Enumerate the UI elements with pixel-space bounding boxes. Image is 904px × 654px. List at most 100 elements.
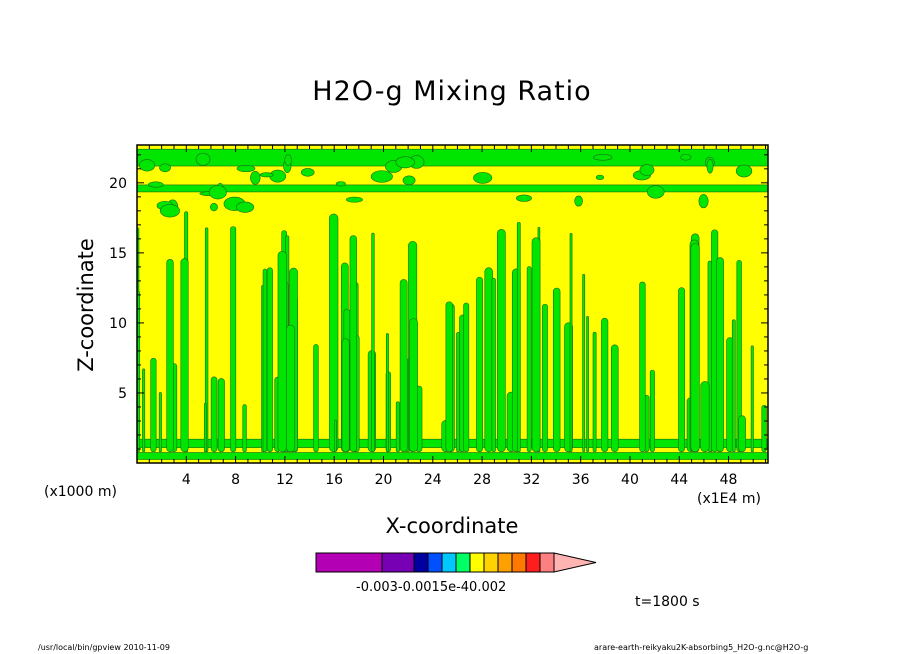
- contour-blob: [300, 168, 315, 177]
- colorbar: -0.003-0.0015e-40.002: [315, 552, 597, 595]
- colorbar-cell: [315, 552, 383, 573]
- contour-blob: [346, 196, 363, 203]
- contour-streak: [569, 233, 573, 453]
- contour-streak: [266, 267, 273, 453]
- x-tick-label: 4: [182, 472, 191, 488]
- contour-band: [137, 184, 768, 193]
- colorbar-cell: [525, 552, 541, 573]
- contour-streak: [277, 250, 287, 453]
- x-tick-label: 44: [670, 472, 688, 488]
- contour-streak: [262, 268, 268, 453]
- colorbar-cell: [381, 552, 415, 573]
- contour-streak: [408, 318, 418, 453]
- chart-title: H2O-g Mixing Ratio: [312, 76, 592, 107]
- x-unit-label: (x1000 m): [44, 484, 117, 500]
- contour-streak: [601, 317, 609, 453]
- x-factor-label: (x1E4 m): [697, 491, 761, 507]
- contour-streak: [639, 281, 646, 453]
- contour-streak: [204, 402, 207, 453]
- contour-blob: [208, 185, 227, 200]
- colorbar-cell: [441, 552, 457, 573]
- colorbar-cell: [497, 552, 513, 573]
- contour-streak: [592, 331, 597, 453]
- colorbar-cell: [539, 552, 555, 573]
- x-tick-label: 20: [375, 472, 393, 488]
- contour-blob: [395, 156, 415, 169]
- contour-blob: [698, 194, 709, 209]
- contour-streak: [456, 332, 460, 453]
- contour-band: [137, 148, 768, 167]
- contour-blob: [259, 172, 274, 178]
- contour-blob: [236, 164, 256, 173]
- contour-streak: [552, 287, 561, 453]
- contour-blob: [735, 164, 753, 178]
- contour-streak: [395, 401, 400, 453]
- contour-blob: [335, 181, 346, 187]
- contour-streak: [542, 303, 548, 453]
- contour-blob: [595, 174, 605, 180]
- contour-blob: [284, 154, 292, 166]
- contour-streak: [491, 277, 496, 453]
- contour-blob: [646, 185, 665, 199]
- contour-streak: [716, 257, 724, 453]
- contour-blob: [148, 181, 164, 188]
- y-axis-label: Z-coordinate: [74, 238, 98, 372]
- contour-streak: [204, 227, 209, 453]
- contour-streak: [150, 357, 157, 453]
- x-tick-label: 12: [276, 472, 294, 488]
- contour-blob: [680, 153, 692, 161]
- contour-blob: [516, 194, 532, 202]
- y-tick-label: 20: [109, 176, 127, 192]
- x-tick-label: 36: [572, 472, 590, 488]
- x-tick-label: 28: [473, 472, 491, 488]
- contour-blob: [235, 201, 255, 213]
- contour-blob: [159, 204, 180, 218]
- contour-streak: [476, 276, 483, 453]
- contour-streak: [371, 232, 375, 453]
- colorbar-cell: [413, 552, 429, 573]
- x-axis-label: X-coordinate: [385, 514, 519, 538]
- y-axis: 5 10 15 20: [109, 154, 768, 450]
- x-tick-label: 24: [424, 472, 442, 488]
- colorbar-labels: -0.003-0.0015e-40.002: [356, 580, 506, 595]
- contour-streak: [582, 273, 586, 453]
- contour-streak: [526, 266, 532, 453]
- contour-streak: [678, 287, 685, 453]
- contour-streak: [166, 258, 174, 453]
- contour-streak: [700, 381, 710, 453]
- contour-streak: [497, 229, 506, 453]
- contour-streak: [463, 302, 470, 453]
- contour-streak: [690, 243, 700, 453]
- contour-streak: [399, 279, 408, 453]
- colorbar-cell: [455, 552, 471, 573]
- x-tick-label: 40: [621, 472, 639, 488]
- contour-streak: [313, 344, 319, 453]
- contour-blob: [593, 153, 613, 161]
- contour-streak: [285, 324, 296, 453]
- contour-streak: [738, 415, 746, 453]
- contour-streak: [516, 221, 521, 453]
- contour-blob: [195, 152, 211, 166]
- contour-streak: [142, 368, 146, 453]
- contour-band: [137, 452, 768, 460]
- contour-streak: [217, 378, 225, 453]
- contour-streak: [349, 235, 357, 453]
- contour-blob: [370, 170, 393, 183]
- contour-streak: [484, 267, 493, 453]
- contour-streak: [750, 345, 754, 453]
- contour-blob: [574, 195, 583, 207]
- contour-field: [137, 148, 768, 460]
- contour-blob: [209, 203, 218, 212]
- contour-streak: [445, 301, 453, 453]
- footer-right: arare-earth-reikyaku2K-absorbing5_H2O-g.…: [594, 643, 809, 652]
- contour-streak: [230, 226, 237, 453]
- colorbar-cell: [469, 552, 485, 573]
- contour-blob: [706, 158, 714, 174]
- x-tick-label: 48: [720, 472, 738, 488]
- contour-blob: [402, 175, 416, 186]
- contour-streak: [334, 419, 337, 453]
- contour-streak: [736, 259, 742, 453]
- colorbar-arrow: [553, 552, 597, 573]
- colorbar-cell: [483, 552, 499, 573]
